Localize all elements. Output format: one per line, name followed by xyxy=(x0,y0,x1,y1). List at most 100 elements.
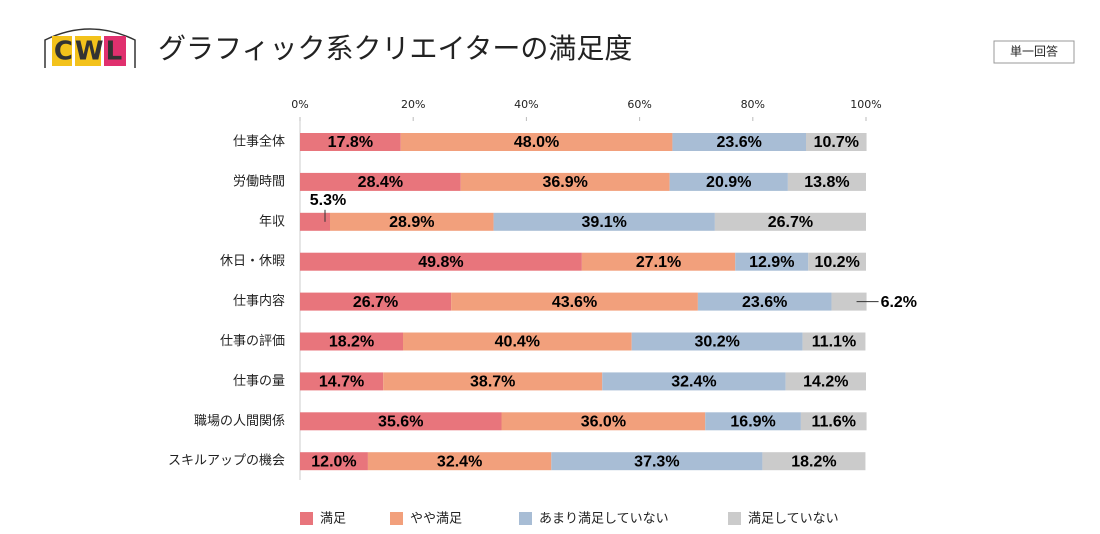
legend-swatch xyxy=(300,512,313,525)
value-label: 18.2% xyxy=(329,334,374,351)
bar-segment xyxy=(300,412,502,431)
value-label: 26.7% xyxy=(353,294,398,311)
bar-segment xyxy=(300,133,401,151)
logo: CWL xyxy=(44,28,136,68)
bar-segment xyxy=(800,412,867,431)
x-tick-label: 0% xyxy=(291,98,308,111)
value-label: 20.9% xyxy=(706,174,751,191)
legend-swatch xyxy=(390,512,403,525)
bar-segment xyxy=(581,252,736,271)
bar-segment xyxy=(300,212,330,231)
value-label: 48.0% xyxy=(514,134,559,151)
badge xyxy=(993,40,1075,64)
legend-swatch xyxy=(728,512,741,525)
category-label: 仕事の評価 xyxy=(220,334,285,349)
bar-segment xyxy=(631,332,803,351)
category-label: スキルアップの機会 xyxy=(168,454,285,469)
legend-label: 満足 xyxy=(320,512,346,527)
bar-segment xyxy=(672,133,807,151)
bar-segment xyxy=(802,332,866,351)
value-label: 16.9% xyxy=(730,414,775,431)
category-label: 年収 xyxy=(259,214,285,229)
value-label: 28.9% xyxy=(389,214,434,231)
value-label: 18.2% xyxy=(791,453,836,470)
bar-segment xyxy=(831,292,867,311)
value-label: 23.6% xyxy=(717,134,762,151)
bar-segment xyxy=(806,133,867,151)
bar-segment xyxy=(300,252,582,271)
bar-segment xyxy=(300,292,452,311)
x-tick-label: 80% xyxy=(741,98,765,111)
bar-segment xyxy=(705,412,801,431)
value-label: 36.0% xyxy=(581,414,626,431)
value-label: 14.2% xyxy=(803,374,848,391)
value-label: 36.9% xyxy=(542,174,587,191)
x-tick-label: 40% xyxy=(514,98,538,111)
legend-label: やや満足 xyxy=(410,512,462,527)
bar-segment xyxy=(300,452,368,471)
value-label: 14.7% xyxy=(319,374,364,391)
x-tick-label: 20% xyxy=(401,98,425,111)
value-label: 37.3% xyxy=(634,453,679,470)
bar-segment xyxy=(460,172,670,191)
bar-segment xyxy=(714,212,866,231)
category-label: 休日・休暇 xyxy=(220,254,285,269)
x-tick-label: 100% xyxy=(850,98,881,111)
value-label: 43.6% xyxy=(552,294,597,311)
value-label: 5.3% xyxy=(310,192,346,209)
value-label: 6.2% xyxy=(881,294,917,311)
bar-segment xyxy=(300,332,404,351)
bar-segment xyxy=(602,372,786,391)
category-label: 仕事内容 xyxy=(233,293,285,309)
category-label: 労働時間 xyxy=(233,174,285,189)
legend-swatch xyxy=(519,512,532,525)
bar-segment xyxy=(697,292,832,311)
bar-segment xyxy=(300,172,461,191)
bar-segment xyxy=(501,412,706,431)
bar-segment xyxy=(329,212,494,231)
bar-segment xyxy=(551,452,763,471)
bar-segment xyxy=(785,372,866,391)
value-label: 30.2% xyxy=(694,334,739,351)
value-label: 23.6% xyxy=(742,294,787,311)
bar-segment xyxy=(367,452,552,471)
bar-segment xyxy=(400,133,673,151)
value-label: 28.4% xyxy=(358,174,403,191)
value-label: 13.8% xyxy=(804,174,849,191)
category-label: 仕事の量 xyxy=(233,374,285,389)
bar-segment xyxy=(735,252,809,271)
category-label: 職場の人間関係 xyxy=(194,414,285,429)
x-tick-label: 60% xyxy=(627,98,651,111)
value-label: 35.6% xyxy=(378,414,423,431)
value-label: 10.2% xyxy=(814,254,859,271)
bar-segment xyxy=(669,172,788,191)
bar-segment xyxy=(383,372,603,391)
legend-label: 満足していない xyxy=(748,512,839,527)
value-label: 17.8% xyxy=(328,134,373,151)
annotation: 単一回答 xyxy=(1010,44,1058,59)
bar-segment xyxy=(762,452,866,471)
category-label: 仕事全体 xyxy=(233,134,285,150)
chart-title: グラフィック系クリエイターの満足度 xyxy=(158,32,632,65)
bar-segment xyxy=(493,212,715,231)
value-label: 12.0% xyxy=(311,453,356,470)
value-label: 39.1% xyxy=(582,214,627,231)
value-label: 38.7% xyxy=(470,374,515,391)
value-label: 32.4% xyxy=(671,374,716,391)
bar-segment xyxy=(808,252,866,271)
value-label: 11.1% xyxy=(812,334,856,351)
value-label: 10.7% xyxy=(814,134,859,151)
value-label: 11.6% xyxy=(811,414,855,431)
value-label: 26.7% xyxy=(768,214,813,231)
bar-segment xyxy=(300,372,384,391)
logo-text: CWL xyxy=(54,37,124,67)
value-label: 27.1% xyxy=(636,254,681,271)
value-label: 40.4% xyxy=(495,334,540,351)
legend-label: あまり満足していない xyxy=(539,512,669,527)
bar-segment xyxy=(403,332,632,351)
value-label: 32.4% xyxy=(437,453,482,470)
value-label: 49.8% xyxy=(418,254,463,271)
value-label: 12.9% xyxy=(749,254,794,271)
bar-segment xyxy=(451,292,698,311)
